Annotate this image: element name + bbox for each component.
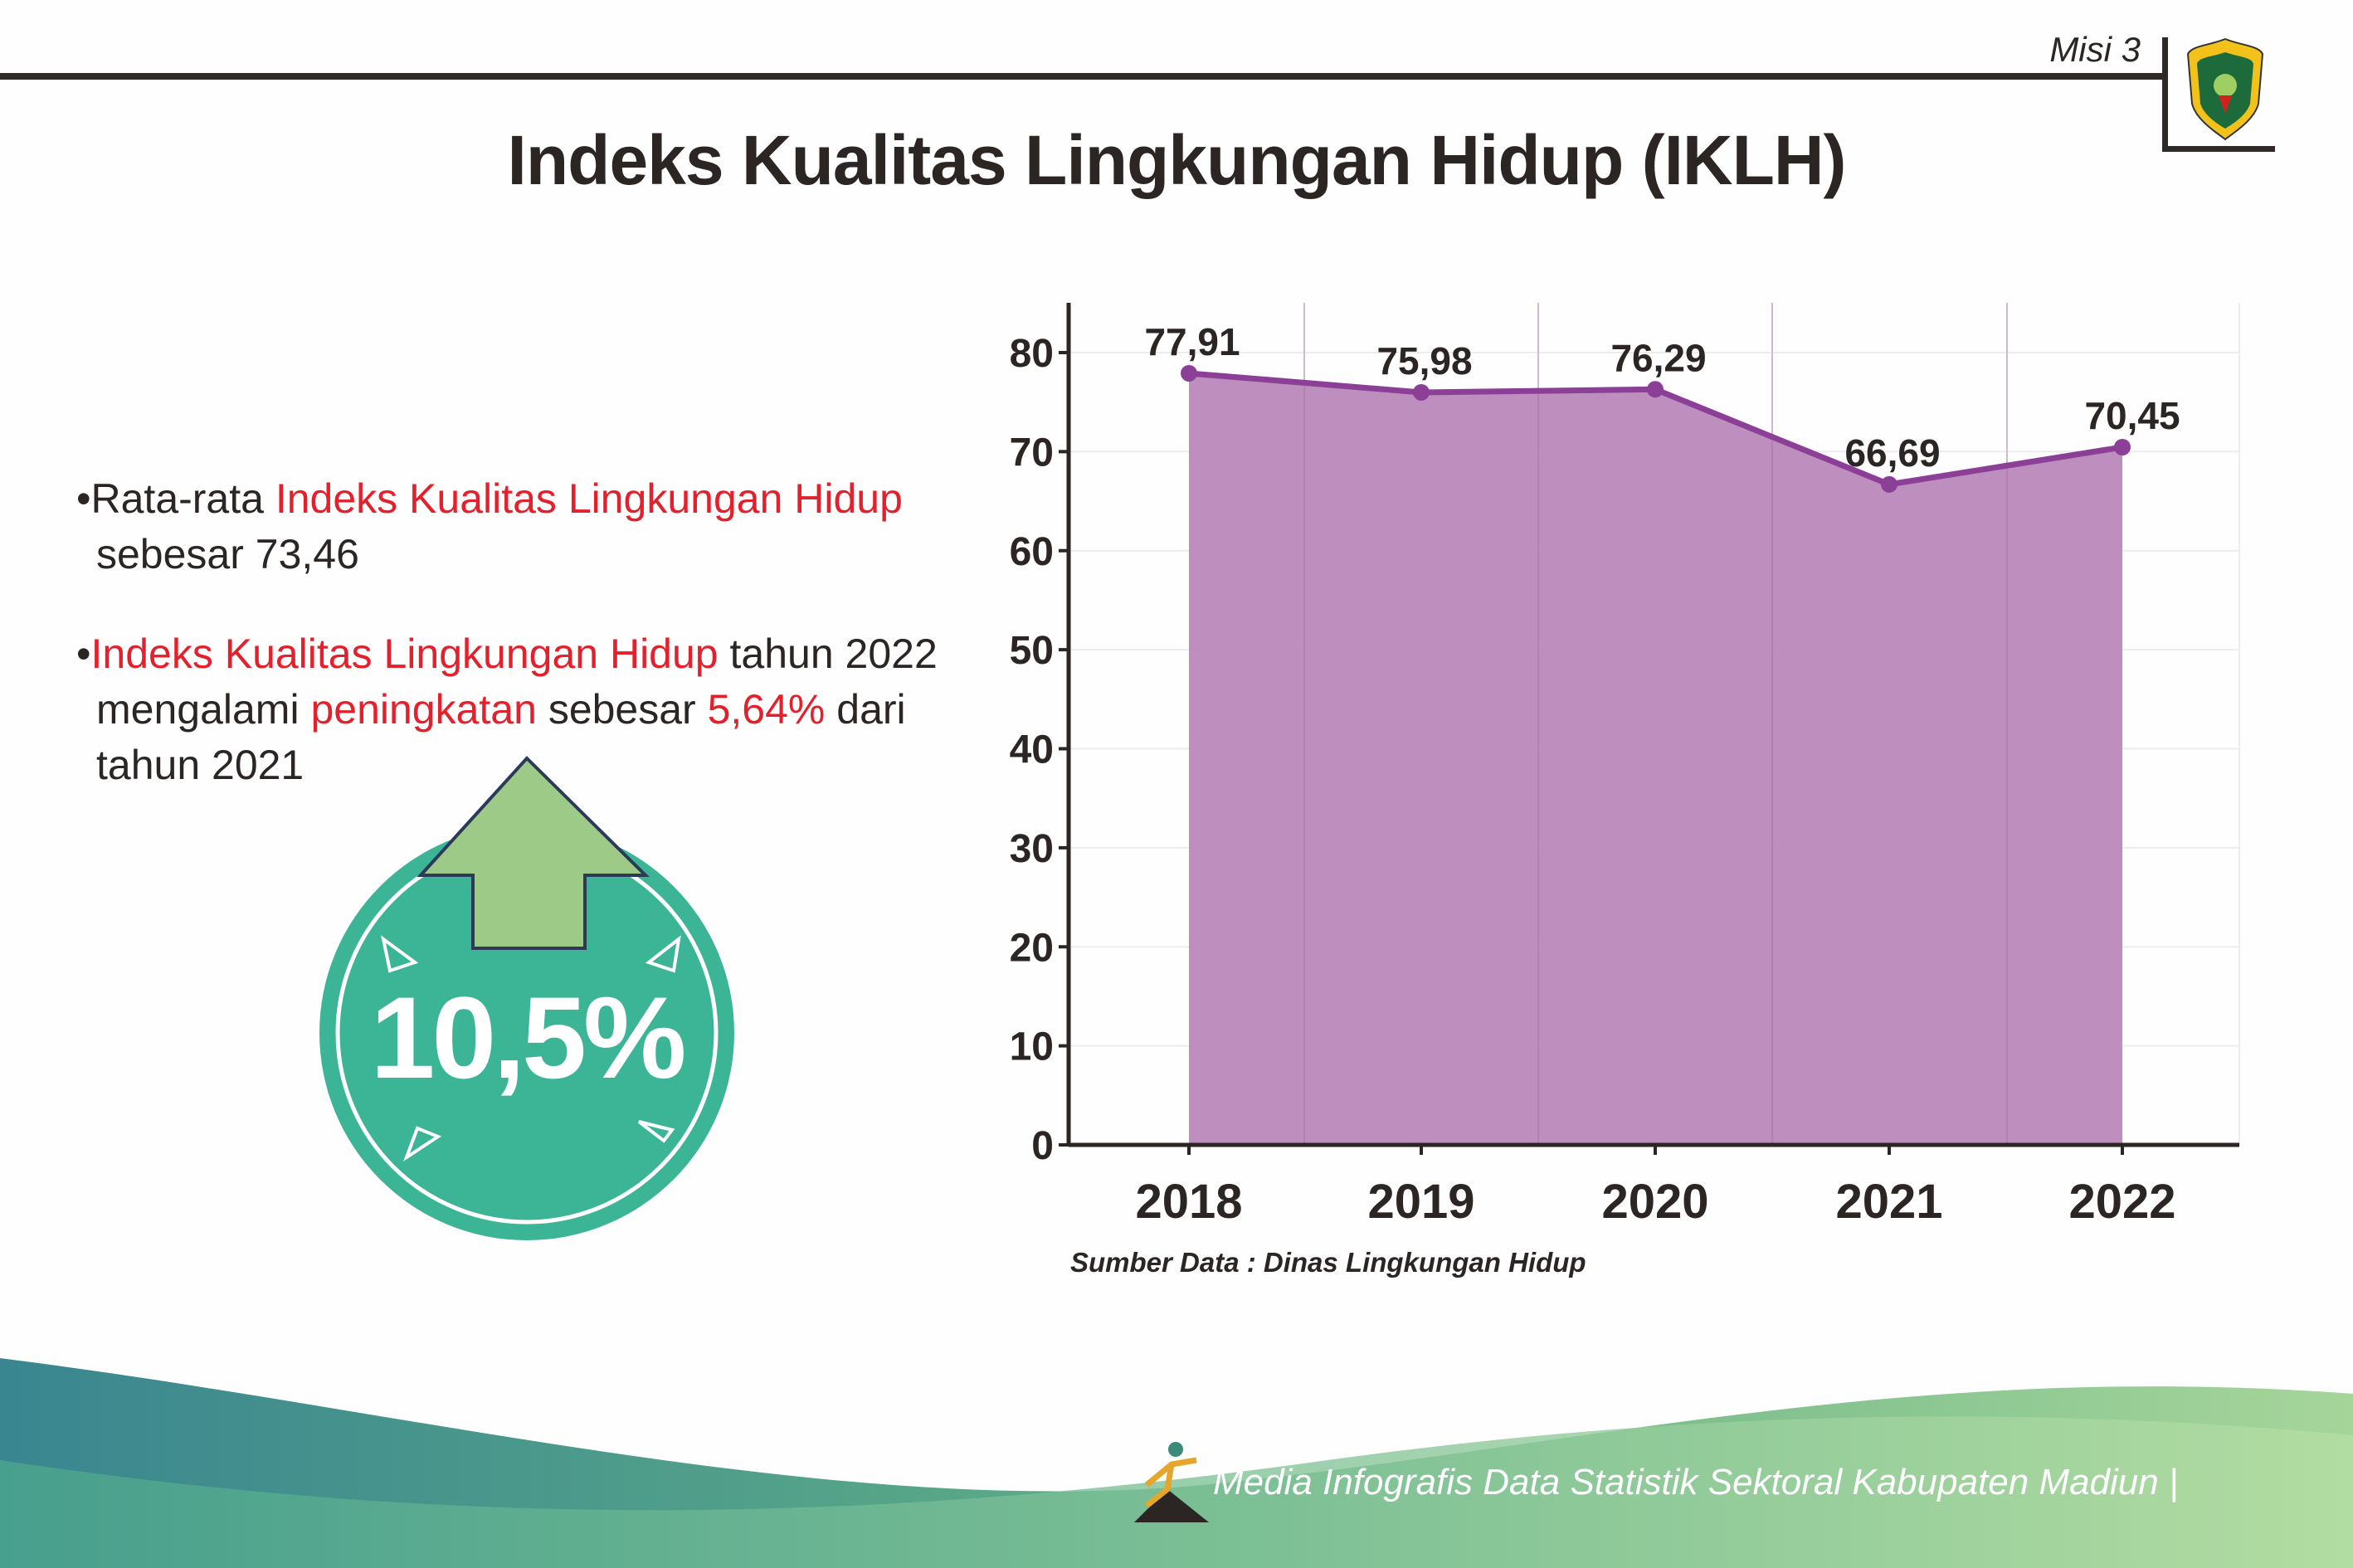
data-point: [1181, 364, 1197, 382]
data-point: [1881, 475, 1898, 493]
x-tick-label: 2022: [2068, 1175, 2175, 1229]
bullet-text: sebesar 73,46: [96, 531, 359, 577]
y-tick-label: 50: [1010, 629, 1054, 673]
data-label: 70,45: [2084, 394, 2180, 437]
bullet-highlight: 5,64%: [707, 686, 826, 733]
runner-logo-icon: [1134, 1442, 1209, 1522]
y-tick-label: 10: [1010, 1025, 1054, 1069]
bullet-highlight: Indeks Kualitas Lingkungan Hidup: [275, 475, 903, 522]
bullet-highlight: Indeks Kualitas Lingkungan Hidup: [90, 631, 719, 677]
iklh-chart: 77,91 2018 75,98 2019 76,29 2020 66,69 2021 70,4…: [1010, 303, 2240, 1229]
bullet-text: mengalami: [96, 686, 311, 733]
bullet-text: dari: [825, 686, 906, 733]
page-title: Indeks Kualitas Lingkungan Hidup (IKLH): [507, 121, 1846, 199]
badge-circle: [319, 825, 734, 1240]
footer-caption: Media Infografis Data Statistik Sektoral…: [1213, 1462, 2179, 1502]
mission-label: Misi 3: [2049, 30, 2141, 69]
kabupaten-madiun-logo: [2186, 37, 2264, 141]
sparkle-icons: [380, 935, 681, 1162]
data-point: [1647, 381, 1664, 398]
data-label: 76,29: [1610, 336, 1706, 379]
bullet-text: Rata-rata: [90, 475, 275, 522]
data-point: [2114, 439, 2131, 456]
x-tick-label: 2021: [1835, 1175, 1942, 1229]
data-label: 75,98: [1376, 339, 1472, 382]
y-tick-label: 80: [1010, 332, 1054, 376]
y-tick-label: 40: [1010, 728, 1054, 772]
x-tick-label: 2020: [1601, 1175, 1708, 1229]
growth-badge: [319, 756, 734, 1240]
data-label: 66,69: [1844, 431, 1940, 475]
bullet-increase: •Indeks Kualitas Lingkungan Hidup tahun …: [76, 626, 948, 793]
arrow-up-icon: [417, 756, 650, 950]
y-tick-label: 70: [1010, 431, 1054, 475]
x-tick-label: 2019: [1367, 1175, 1474, 1229]
header-bracket-base: [2162, 146, 2275, 152]
growth-value: 10,5%: [370, 972, 687, 1103]
y-tick-label: 0: [1031, 1124, 1054, 1168]
data-source: Sumber Data : Dinas Lingkungan Hidup: [1070, 1247, 1586, 1278]
data-label: 77,91: [1144, 320, 1240, 363]
bullet-text: sebesar: [536, 686, 708, 733]
header-bracket: [2162, 37, 2168, 152]
bullet-highlight: peningkatan: [310, 686, 537, 733]
y-tick-label: 20: [1010, 926, 1054, 970]
bullet-text: tahun 2022: [718, 631, 938, 677]
y-tick-label: 60: [1010, 530, 1054, 574]
header-rule: [0, 73, 2164, 80]
x-tick-label: 2018: [1135, 1175, 1242, 1229]
data-point: [1413, 383, 1430, 401]
bullet-average: •Rata-rata Indeks Kualitas Lingkungan Hi…: [76, 471, 948, 582]
bullet-text: tahun 2021: [96, 742, 304, 788]
area-fill: [1189, 373, 2122, 1146]
y-tick-label: 30: [1010, 827, 1054, 871]
